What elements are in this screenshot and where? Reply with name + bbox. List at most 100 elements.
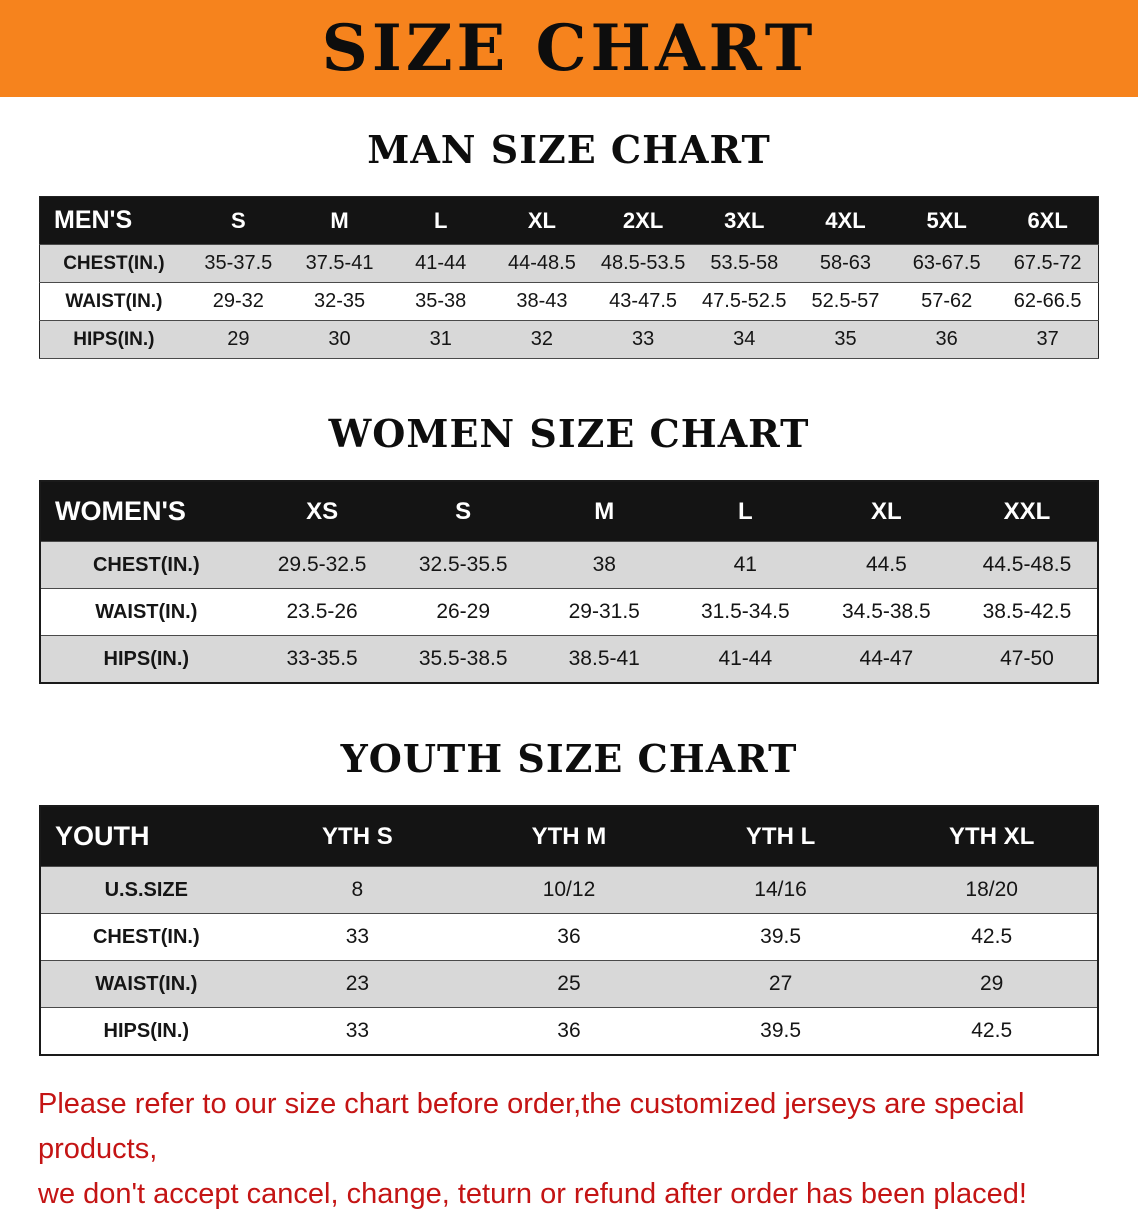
size-cell: 33-35.5 bbox=[286, 647, 358, 670]
disclaimer: Please refer to our size chart before or… bbox=[38, 1082, 1100, 1217]
row-label: HIPS(IN.) bbox=[73, 328, 155, 350]
table-row: U.S.SIZE 8 10/12 14/16 18/20 bbox=[40, 866, 1098, 914]
size-cell: 32-35 bbox=[313, 290, 366, 312]
size-column-header: YTH L bbox=[745, 822, 816, 850]
table-header-row: YOUTH YTH S YTH M YTH L YTH XL bbox=[40, 806, 1098, 867]
size-column-header: L bbox=[433, 207, 448, 233]
size-cell: 32.5-35.5 bbox=[418, 553, 508, 576]
size-cell: 39.5 bbox=[760, 925, 802, 948]
table-row: CHEST(IN.) 29.5-32.5 32.5-35.5 38 41 44.5 44.5… bbox=[40, 541, 1098, 589]
men-size-table: MEN'S S M L XL 2XL 3XL 4XL 5XL 6XL CHEST(IN.) 35-37… bbox=[39, 196, 1099, 359]
size-cell: 29 bbox=[227, 328, 250, 350]
size-cell: 38.5-41 bbox=[568, 647, 640, 670]
size-cell: 47.5-52.5 bbox=[702, 290, 787, 312]
size-cell: 36 bbox=[557, 1019, 581, 1042]
size-cell: 31 bbox=[429, 328, 452, 350]
row-label: CHEST(IN.) bbox=[63, 252, 165, 274]
size-cell: 33 bbox=[631, 328, 655, 350]
disclaimer-line-1: Please refer to our size chart before or… bbox=[38, 1088, 1025, 1165]
table-corner-label: YOUTH bbox=[55, 821, 150, 851]
table-header-row: MEN'S S M L XL 2XL 3XL 4XL 5XL 6XL bbox=[39, 196, 1099, 245]
size-cell: 53.5-58 bbox=[710, 252, 779, 274]
table-row: HIPS(IN.) 33-35.5 35.5-38.5 38.5-41 41-44 44-… bbox=[40, 635, 1098, 683]
size-cell: 14/16 bbox=[754, 878, 807, 901]
size-cell: 37.5-41 bbox=[305, 252, 374, 274]
size-cell: 47-50 bbox=[1000, 647, 1054, 670]
table-row: CHEST(IN.) 33 36 39.5 42.5 bbox=[40, 913, 1098, 961]
men-size-section: MAN SIZE CHART MEN'S S M L XL 2XL 3XL 4XL 5XL 6XL… bbox=[0, 127, 1138, 359]
size-cell: 38.5-42.5 bbox=[982, 600, 1072, 623]
row-label: WAIST(IN.) bbox=[65, 290, 163, 312]
size-column-header: 6XL bbox=[1027, 207, 1068, 233]
size-cell: 58-63 bbox=[819, 252, 872, 274]
size-cell: 44.5 bbox=[865, 553, 907, 576]
size-column-header: S bbox=[231, 207, 246, 233]
size-cell: 33 bbox=[345, 1019, 370, 1042]
size-cell: 36 bbox=[557, 925, 581, 948]
charts-area: MAN SIZE CHART MEN'S S M L XL 2XL 3XL 4XL 5XL 6XL… bbox=[0, 127, 1138, 1056]
size-column-header: 2XL bbox=[622, 207, 664, 233]
size-column-header: L bbox=[737, 497, 753, 525]
table-corner-label: WOMEN'S bbox=[55, 496, 186, 526]
women-chart-title: WOMEN SIZE CHART bbox=[328, 411, 810, 456]
size-column-header: YTH XL bbox=[949, 822, 1035, 850]
size-cell: 52.5-57 bbox=[811, 290, 880, 312]
size-cell: 25 bbox=[557, 972, 581, 995]
size-cell: 23.5-26 bbox=[286, 600, 358, 623]
size-cell: 26-29 bbox=[436, 600, 491, 623]
size-column-header: YTH M bbox=[531, 822, 607, 850]
table-row: WAIST(IN.) 29-32 32-35 35-38 38-43 43-47.5 47.… bbox=[39, 282, 1099, 321]
size-cell: 29.5-32.5 bbox=[277, 553, 367, 576]
size-column-header: XXL bbox=[1003, 497, 1051, 525]
size-cell: 67.5-72 bbox=[1013, 252, 1082, 274]
size-cell: 27 bbox=[768, 972, 793, 995]
size-column-header: M bbox=[594, 497, 615, 525]
size-cell: 36 bbox=[935, 328, 958, 350]
size-cell: 41 bbox=[733, 553, 757, 576]
table-row: WAIST(IN.) 23.5-26 26-29 29-31.5 31.5-34.5 34… bbox=[40, 588, 1098, 636]
size-cell: 39.5 bbox=[760, 1019, 802, 1042]
size-cell: 29-32 bbox=[212, 290, 264, 312]
size-cell: 41-44 bbox=[415, 252, 467, 274]
size-cell: 62-66.5 bbox=[1013, 290, 1082, 312]
size-cell: 32 bbox=[530, 328, 554, 350]
youth-size-section: YOUTH SIZE CHART YOUTH YTH S YTH M YTH L YTH… bbox=[0, 736, 1138, 1056]
size-cell: 41-44 bbox=[718, 647, 773, 670]
row-label: HIPS(IN.) bbox=[103, 1019, 190, 1042]
size-cell: 33 bbox=[345, 925, 370, 948]
women-size-table: WOMEN'S XS S M L XL XXL CHEST(IN.) 29.5-32.5 32.5… bbox=[39, 480, 1099, 684]
size-cell: 57-62 bbox=[921, 290, 973, 312]
size-column-header: YTH S bbox=[322, 822, 393, 850]
size-cell: 44.5-48.5 bbox=[982, 553, 1072, 576]
row-label: WAIST(IN.) bbox=[95, 972, 198, 995]
size-column-header: 3XL bbox=[724, 207, 765, 233]
size-cell: 18/20 bbox=[965, 878, 1018, 901]
table-header-row: WOMEN'S XS S M L XL XXL bbox=[40, 481, 1098, 542]
size-column-header: 5XL bbox=[926, 207, 967, 233]
size-cell: 35 bbox=[834, 328, 857, 350]
size-column-header: 4XL bbox=[825, 207, 866, 233]
size-cell: 34.5-38.5 bbox=[842, 600, 931, 623]
size-column-header: S bbox=[455, 497, 472, 525]
size-cell: 29-31.5 bbox=[568, 600, 640, 623]
size-cell: 63-67.5 bbox=[912, 252, 981, 274]
size-cell: 23 bbox=[345, 972, 370, 995]
size-cell: 10/12 bbox=[542, 878, 596, 901]
size-cell: 8 bbox=[351, 878, 364, 901]
size-cell: 43-47.5 bbox=[609, 290, 678, 312]
size-cell: 35.5-38.5 bbox=[418, 647, 508, 670]
size-cell: 34 bbox=[733, 328, 756, 350]
size-column-header: XL bbox=[871, 497, 902, 525]
page-title: SIZE CHART bbox=[321, 10, 817, 86]
row-label: U.S.SIZE bbox=[104, 878, 188, 901]
table-corner-label: MEN'S bbox=[54, 206, 133, 234]
size-cell: 44-48.5 bbox=[507, 252, 576, 274]
size-cell: 48.5-53.5 bbox=[600, 252, 686, 274]
men-chart-title: MAN SIZE CHART bbox=[367, 127, 771, 172]
size-cell: 31.5-34.5 bbox=[700, 600, 790, 623]
banner: SIZE CHART bbox=[0, 0, 1138, 97]
table-row: HIPS(IN.) 33 36 39.5 42.5 bbox=[40, 1007, 1098, 1055]
table-row: CHEST(IN.) 35-37.5 37.5-41 41-44 44-48.5 48.5… bbox=[39, 244, 1099, 283]
row-label: CHEST(IN.) bbox=[92, 553, 200, 576]
size-cell: 37 bbox=[1036, 328, 1059, 350]
